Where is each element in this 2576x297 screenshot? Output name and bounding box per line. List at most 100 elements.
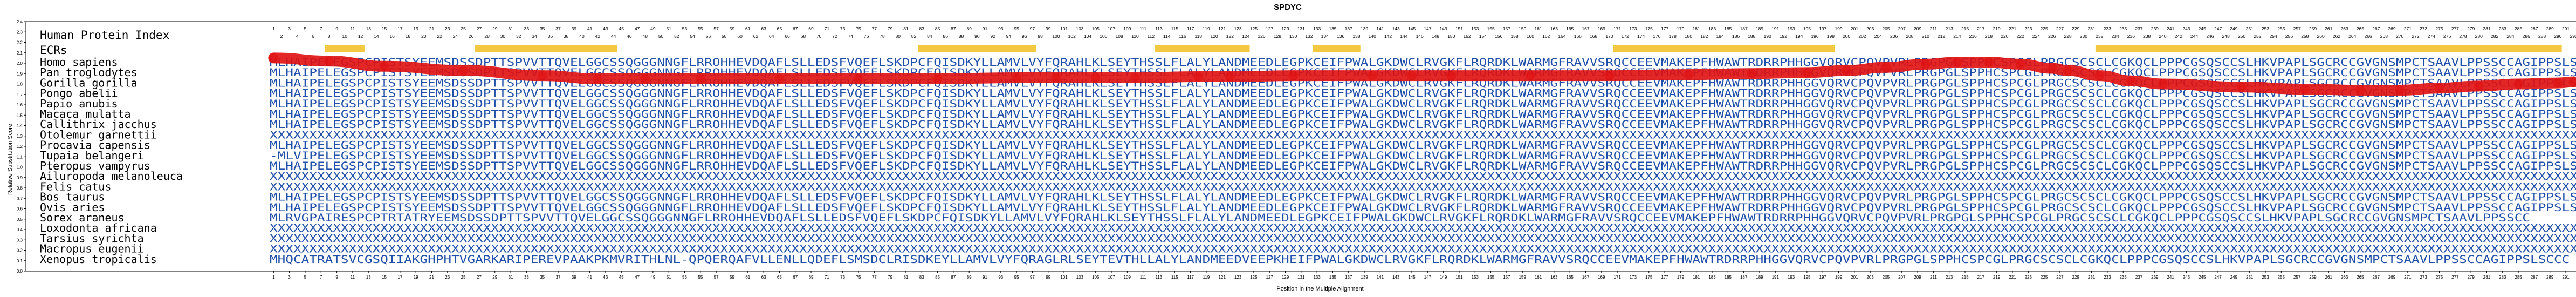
top-index-number: 117 xyxy=(1187,26,1194,31)
top-index-number: 37 xyxy=(555,26,561,31)
top-index-number: 246 xyxy=(2206,33,2214,39)
x-tick-label: 109 xyxy=(1124,275,1131,280)
x-tick-label: 137 xyxy=(1345,275,1352,280)
top-index-number: 104 xyxy=(1084,33,1091,39)
x-tick-label: 35 xyxy=(540,275,545,280)
top-index-number: 180 xyxy=(1685,33,1692,39)
x-tick-label: 87 xyxy=(951,275,956,280)
top-index-number: 243 xyxy=(2182,26,2190,31)
x-tick-label: 245 xyxy=(2199,275,2206,280)
top-index-number: 110 xyxy=(1131,33,1139,39)
x-tick-label: 85 xyxy=(935,275,940,280)
y-tick-label: 1.4 xyxy=(17,124,23,129)
top-index-number: 167 xyxy=(1582,26,1589,31)
curve-point xyxy=(695,73,705,84)
top-index-number: 74 xyxy=(848,33,854,39)
top-index-number: 157 xyxy=(1503,26,1510,31)
top-index-number: 183 xyxy=(1708,26,1716,31)
top-index-number: 286 xyxy=(2523,33,2530,39)
x-tick-label: 17 xyxy=(397,275,402,280)
ecr-label: ECRs xyxy=(40,44,67,57)
top-index-number: 224 xyxy=(2032,33,2040,39)
top-index-number: 271 xyxy=(2404,26,2412,31)
top-index-number: 56 xyxy=(706,33,711,39)
x-tick-label: 231 xyxy=(2088,275,2096,280)
top-index-number: 126 xyxy=(1258,33,1265,39)
top-index-number: 63 xyxy=(761,26,766,31)
curve-point xyxy=(1984,57,1994,68)
top-index-number: 251 xyxy=(2246,26,2254,31)
x-ticks: 1 3 5 7 9 11 13 15 17 19 21 23 25 27 29 31 33 35 37 39 41 43 4… xyxy=(272,271,2570,280)
top-index-number: 193 xyxy=(1787,26,1795,31)
x-tick-label: 291 xyxy=(2562,275,2570,280)
top-index-number: 129 xyxy=(1281,26,1289,31)
top-index-number: 188 xyxy=(1748,33,1755,39)
top-index-number: 22 xyxy=(437,33,442,39)
top-index-number: 292 xyxy=(2570,33,2576,39)
top-index-number: 3 xyxy=(288,26,291,31)
top-index-number: 4 xyxy=(296,33,299,39)
x-tick-label: 169 xyxy=(1598,275,1605,280)
y-tick-label: 2.0 xyxy=(17,61,23,66)
top-index-number: 208 xyxy=(1906,33,1913,39)
top-index-number: 6 xyxy=(312,33,314,39)
top-index-number: 194 xyxy=(1795,33,1803,39)
top-index-number: 235 xyxy=(2119,26,2127,31)
top-index-number: 227 xyxy=(2056,26,2064,31)
top-index-number: 149 xyxy=(1440,26,1447,31)
top-index-number: 124 xyxy=(1242,33,1249,39)
top-index-number: 166 xyxy=(1574,33,1582,39)
x-tick-label: 223 xyxy=(2025,275,2032,280)
x-tick-label: 113 xyxy=(1156,275,1163,280)
top-index-number: 147 xyxy=(1424,26,1431,31)
x-tick-label: 217 xyxy=(1977,275,1985,280)
top-index-number: 35 xyxy=(540,26,545,31)
top-index-number: 198 xyxy=(1827,33,1835,39)
x-tick-label: 105 xyxy=(1092,275,1100,280)
top-index-number: 175 xyxy=(1645,26,1653,31)
x-tick-label: 215 xyxy=(1961,275,1969,280)
top-index-number: 192 xyxy=(1780,33,1787,39)
top-index-number: 99 xyxy=(1046,26,1051,31)
sequence-row: MLHAIPELEGSPCPISTSYEEMSDSSDPTTSPVVTTQVEL… xyxy=(270,191,2576,204)
curve-point xyxy=(1367,71,1377,81)
top-index-number: 215 xyxy=(1961,26,1969,31)
curve-point xyxy=(2553,78,2563,88)
top-index-number: 282 xyxy=(2491,33,2498,39)
top-index-number: 189 xyxy=(1756,26,1763,31)
top-index-number: 191 xyxy=(1771,26,1779,31)
top-index-number: 156 xyxy=(1495,33,1502,39)
curve-point xyxy=(2047,63,2057,73)
x-tick-label: 275 xyxy=(2436,275,2443,280)
y-ticks: 0.0 0.1 0.2 0.3 0.4 0.5 0.6 0.7 0.8 0.9 1.0 1.1 1.2 1… xyxy=(17,19,26,274)
x-tick-label: 229 xyxy=(2072,275,2080,280)
top-index-number: 174 xyxy=(1637,33,1645,39)
top-index-number: 181 xyxy=(1693,26,1700,31)
top-index-number: 106 xyxy=(1100,33,1107,39)
top-index-number: 5 xyxy=(304,26,307,31)
top-index-number: 98 xyxy=(1038,33,1043,39)
sequence-row: MLHAIPELEGSPCPISTSYEEMSDSSDPTTSPVVTTQVEL… xyxy=(270,160,2576,172)
x-tick-label: 119 xyxy=(1203,275,1210,280)
top-index-number: 225 xyxy=(2041,26,2048,31)
top-index-number: 131 xyxy=(1297,26,1305,31)
top-index-number: 275 xyxy=(2435,26,2443,31)
top-index-number: 177 xyxy=(1661,26,1668,31)
curve-point xyxy=(2434,83,2444,93)
curve-point xyxy=(2568,77,2576,87)
x-tick-label: 117 xyxy=(1187,275,1194,280)
top-index-number: 2 xyxy=(280,33,283,39)
top-index-number: 21 xyxy=(429,26,435,31)
x-tick-label: 255 xyxy=(2278,275,2285,280)
top-index-number: 75 xyxy=(856,26,861,31)
top-index-number: 219 xyxy=(1993,26,2001,31)
top-index-number: 258 xyxy=(2301,33,2309,39)
top-index-number: 51 xyxy=(666,26,671,31)
ecr-bar xyxy=(1613,45,1835,52)
top-index-number: 233 xyxy=(2104,26,2111,31)
sequence-row: XXXXXXXXXXXXXXXXXXXXXXXXXXXXXXXXXXXXXXXX… xyxy=(270,170,2576,183)
top-index-number: 257 xyxy=(2293,26,2301,31)
x-tick-label: 23 xyxy=(445,275,450,280)
x-tick-label: 179 xyxy=(1677,275,1685,280)
